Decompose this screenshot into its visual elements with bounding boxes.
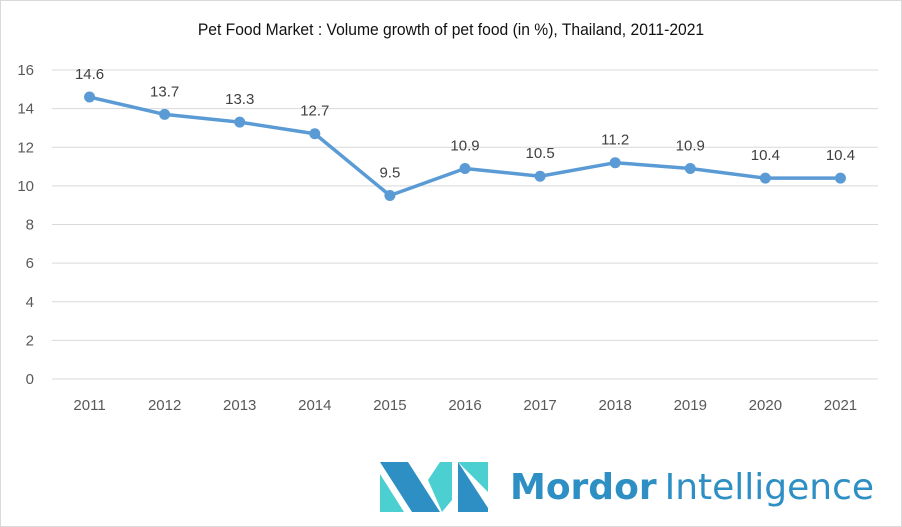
series-line-group [84,91,846,202]
y-tick-label: 2 [26,332,34,349]
logo-wordmark: Mordor Intelligence [510,467,874,508]
x-tick-label: 2016 [448,397,481,414]
data-label: 10.4 [751,147,780,164]
data-labels: 14.6 13.7 13.3 12.7 9.5 10.9 10.5 11.2 10.9 10.4 1… [75,66,855,181]
y-tick-label: 16 [17,62,34,79]
mordor-intelligence-logo: Mordor Intelligence [380,462,874,512]
data-point [159,108,171,120]
data-label: 10.9 [450,137,479,154]
y-tick-label: 12 [17,139,34,156]
data-point [534,170,546,182]
x-tick-label: 2014 [298,397,331,414]
data-point [84,91,96,103]
data-label: 9.5 [379,165,400,182]
y-tick-label: 14 [17,101,34,118]
data-label: 10.4 [826,147,855,164]
x-tick-label: 2017 [523,397,556,414]
gridlines [52,69,878,380]
x-tick-label: 2019 [674,397,707,414]
x-tick-label: 2021 [824,397,857,414]
logo-bold-text: Mordor [510,466,657,508]
y-tick-label: 10 [17,178,34,195]
y-tick-label: 4 [26,294,34,311]
data-point [834,172,846,184]
logo-light-text: Intelligence [664,466,875,508]
data-label: 11.2 [601,132,629,149]
x-tick-label: 2018 [598,397,631,414]
data-label: 14.6 [75,66,104,83]
data-point [309,128,321,140]
data-point [234,116,246,128]
y-tick-label: 8 [26,217,34,234]
y-tick-label: 6 [26,255,34,272]
x-tick-label: 2013 [223,397,256,414]
data-point [759,172,771,184]
x-tick-label: 2012 [148,397,181,414]
data-label: 10.5 [525,145,554,162]
data-point [609,157,621,169]
chart-title: Pet Food Market : Volume growth of pet f… [197,20,705,39]
data-label: 10.9 [676,137,705,154]
y-tick-label: 0 [26,371,34,388]
y-axis-ticks: 0 2 4 6 8 10 12 14 16 [17,62,34,388]
x-tick-label: 2011 [73,397,105,414]
data-point [459,162,471,174]
data-label: 13.3 [225,91,254,108]
data-point [684,162,696,174]
data-point [384,190,396,202]
logo-mark-icon [380,462,488,512]
x-tick-label: 2015 [373,397,406,414]
x-axis-ticks: 2011 2012 2013 2014 2015 2016 2017 2018 2019 2020… [73,397,857,414]
data-label: 13.7 [150,83,179,100]
x-tick-label: 2020 [749,397,782,414]
data-label: 12.7 [300,103,329,120]
